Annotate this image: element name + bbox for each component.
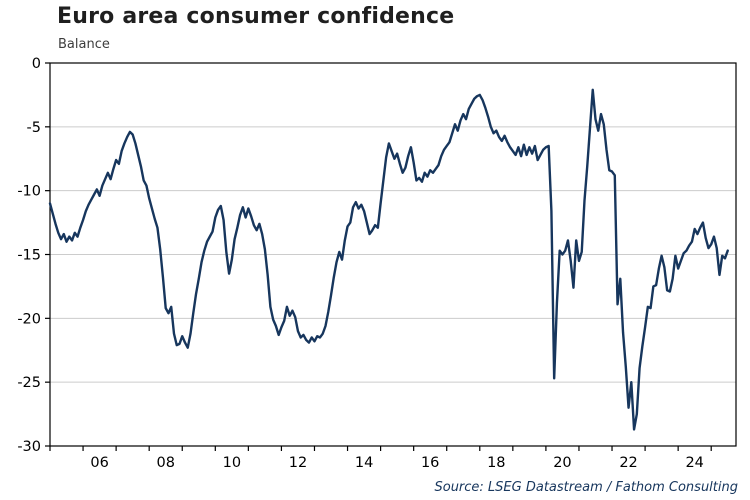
chart-title: Euro area consumer confidence: [57, 4, 455, 29]
y-tick-label: -25: [17, 375, 41, 391]
x-tick-label: 16: [421, 455, 439, 471]
x-tick-label: 12: [289, 455, 307, 471]
source-attribution: Source: LSEG Datastream / Fathom Consult…: [434, 480, 738, 495]
x-tick-label: 08: [156, 455, 174, 471]
x-tick-label: 22: [619, 455, 637, 471]
x-tick-label: 18: [487, 455, 505, 471]
x-tick-label: 14: [355, 455, 373, 471]
y-axis-unit-label: Balance: [58, 37, 110, 52]
x-tick-label: 24: [685, 455, 703, 471]
x-tick-label: 20: [553, 455, 571, 471]
y-tick-label: -30: [17, 439, 41, 455]
y-tick-label: 0: [32, 56, 41, 72]
x-tick-label: 06: [90, 455, 108, 471]
y-tick-label: -15: [17, 248, 41, 264]
x-tick-label: 10: [223, 455, 241, 471]
confidence-series-line: [48, 88, 729, 431]
y-tick-label: -10: [17, 184, 41, 200]
y-tick-label: -5: [27, 120, 41, 136]
y-tick-label: -20: [17, 311, 41, 327]
